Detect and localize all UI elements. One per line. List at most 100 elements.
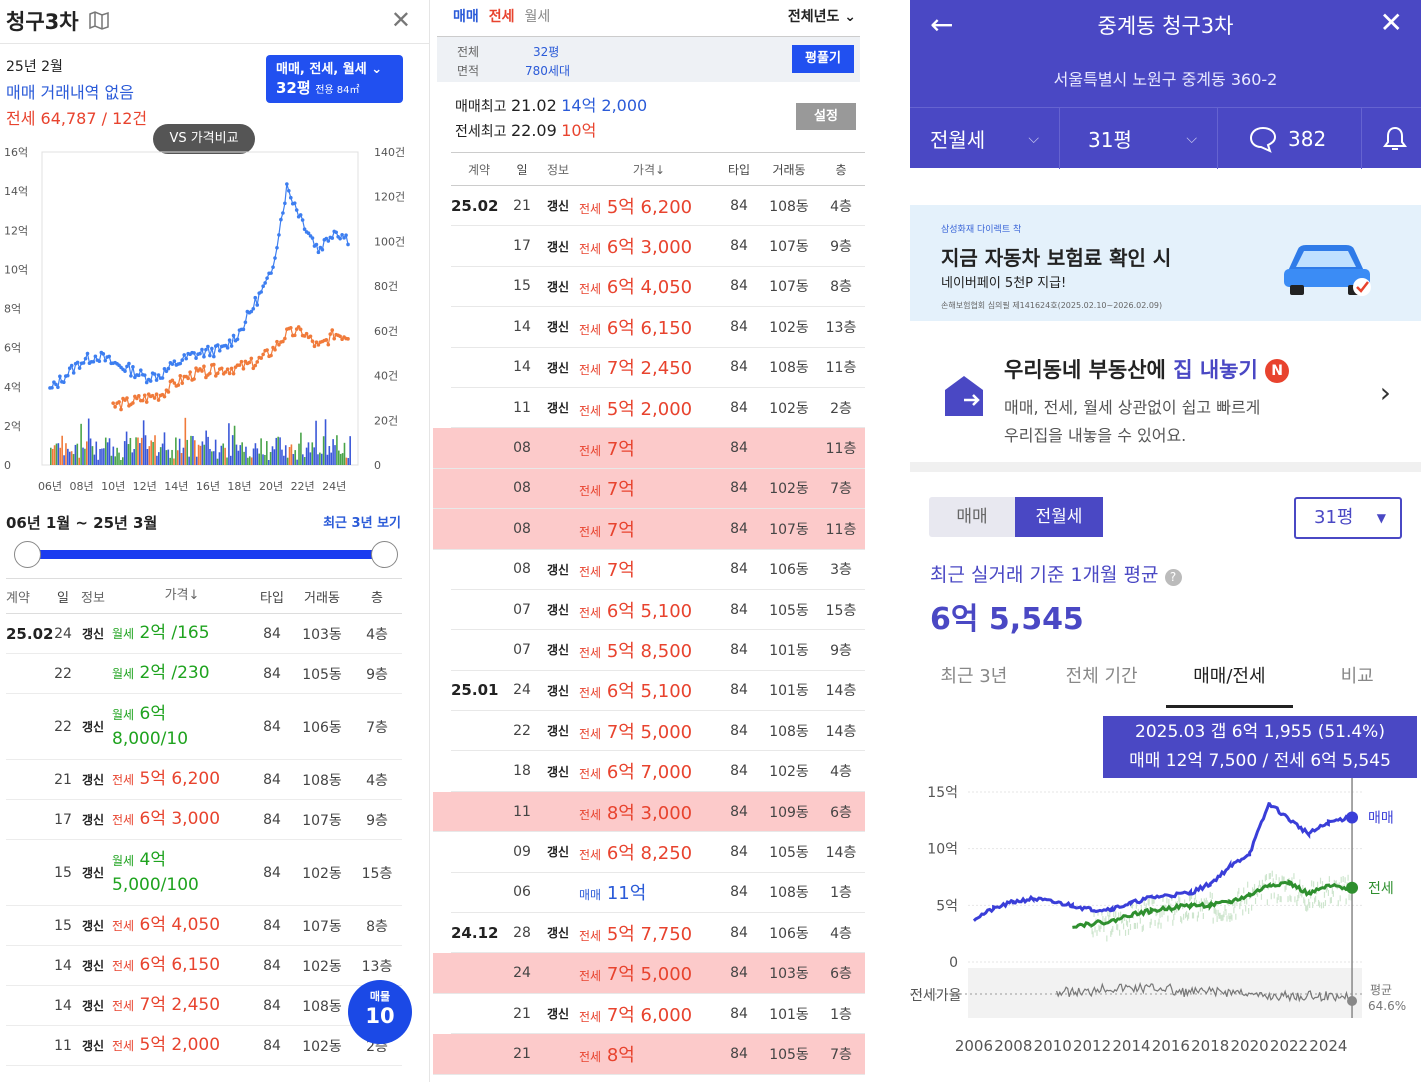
table-row[interactable]: 08 전세 7억 84 102동 7층 (433, 468, 865, 510)
volume-bar (307, 442, 310, 465)
price-value: 8억 (606, 1044, 635, 1066)
price-value: 6억 (139, 704, 166, 724)
cell-dong: 101동 (769, 683, 809, 700)
tab-sale-jeonse[interactable]: 매매/전세 (1165, 650, 1294, 708)
tab-sale[interactable]: 매매 (453, 9, 479, 25)
back-arrow-icon[interactable]: ← (930, 8, 954, 41)
listings-badge[interactable]: 매물 10 (348, 980, 412, 1044)
table-row[interactable]: 08 갱신 전세 7억 84 106동 3층 (451, 550, 865, 590)
table-row[interactable]: 07 갱신 전세 5억 8,500 84 101동 9층 (451, 630, 865, 671)
size-dropdown[interactable]: 31평 ⌵ (1060, 108, 1218, 169)
header-floor: 층 (371, 590, 383, 606)
table-row[interactable]: 14 갱신 전세 6억 6,150 84 102동 13층 (451, 307, 865, 348)
price-tag: 전세 (579, 1009, 602, 1024)
header-contract[interactable]: 계약 (467, 162, 491, 177)
table-row[interactable]: 07 갱신 전세 6억 5,100 84 105동 15층 (451, 590, 865, 631)
table-row[interactable]: 17 갱신 전세 6억 3,000 84 107동 9층 (451, 226, 865, 267)
table-row[interactable]: 08 전세 7억 84 11층 (433, 428, 865, 469)
cell-price: 전세 5억 6,200 (112, 767, 252, 792)
total-label: 전체 (457, 45, 480, 59)
vs-compare-button[interactable]: VS 가격비교 (153, 124, 255, 154)
header-price[interactable]: 가격↓ (632, 162, 666, 177)
table-row[interactable]: 17 갱신 전세 6억 3,000 84 107동 9층 (6, 800, 402, 840)
cell-day: 15 (54, 917, 72, 934)
cell-type: 84 (730, 1005, 748, 1022)
tab-compare[interactable]: 비교 (1340, 666, 1374, 687)
price-tag: 전세 (579, 322, 602, 337)
recent-3y-link[interactable]: 최근 3년 보기 (323, 516, 401, 531)
table-row[interactable]: 25.02 21 갱신 전세 5억 6,200 84 108동 4층 (451, 186, 865, 227)
close-icon[interactable]: ✕ (1379, 6, 1403, 39)
table-row[interactable]: 21 갱신 전세 5억 6,200 84 108동 4층 (6, 760, 402, 800)
list-my-home-banner[interactable]: 우리동네 부동산에 집 내놓기 N 매매, 전세, 월세 상관없이 쉽고 빠르게… (910, 336, 1421, 460)
help-icon[interactable]: ? (1164, 569, 1182, 586)
table-row[interactable]: 08 전세 7억 84 107동 11층 (433, 509, 865, 550)
table-row[interactable]: 25.01 24 갱신 전세 6억 5,100 84 101동 14층 (451, 671, 865, 712)
table-row[interactable]: 06 매매 11억 84 108동 1층 (451, 873, 865, 914)
settings-button[interactable]: 설정 (796, 103, 856, 130)
header-price[interactable]: 가격↓ (164, 588, 200, 603)
listing-desc: 매매, 전세, 월세 상관없이 쉽고 빠르게 우리집을 내놓을 수 있어요. (1004, 394, 1260, 450)
comments-button[interactable]: 382 (1218, 108, 1362, 169)
table-row[interactable]: 11 갱신 전세 5억 2,000 84 102동 2층 (451, 388, 865, 429)
date-range-slider[interactable] (14, 541, 398, 569)
deal-type-dropdown[interactable]: 전월세 ⌵ (910, 108, 1060, 169)
price-value: 6억 4,050 (606, 277, 693, 299)
bell-icon (1383, 126, 1407, 150)
cell-info: 갱신 (546, 360, 570, 375)
tab-jeonse[interactable]: 전세 (488, 9, 515, 25)
year-select[interactable]: 전체년도 ⌄ (787, 9, 856, 25)
table-row[interactable]: 21 갱신 전세 7억 6,000 84 101동 1층 (451, 994, 865, 1035)
table-row[interactable]: 11 갱신 전세 5억 2,000 84 102동 2층 (6, 1026, 402, 1066)
table-row[interactable]: 22 갱신 월세 6억 8,000/10 84 106동 7층 (6, 694, 402, 760)
table-row[interactable]: 22 월세 2억 /230 84 105동 9층 (6, 654, 402, 694)
slider-end-handle[interactable] (371, 541, 398, 568)
volume-bar (129, 437, 132, 465)
tab-all-period[interactable]: 전체 기간 (1065, 666, 1138, 687)
table-row[interactable]: 14 갱신 전세 6억 6,150 84 102동 13층 (6, 946, 402, 986)
volume-bar (89, 438, 92, 465)
x-tick-label: 10년 (101, 480, 125, 493)
map-icon[interactable] (88, 10, 110, 30)
cell-price: 전세 6억 7,000 (579, 758, 719, 784)
table-row[interactable]: 15 갱신 월세 4억 5,000/100 84 102동 15층 (6, 840, 402, 906)
table-row[interactable]: 15 갱신 전세 6억 4,050 84 107동 8층 (6, 906, 402, 946)
close-icon[interactable]: ✕ (390, 6, 411, 34)
toggle-sale[interactable]: 매매 (956, 507, 988, 527)
house-icon (945, 376, 983, 416)
price-value-2: 8,000/10 (112, 729, 189, 749)
avg-value: 6억 5,545 (930, 602, 1084, 637)
tab-recent-3y[interactable]: 최근 3년 (940, 666, 1008, 687)
insurance-ad-banner[interactable]: 삼성화재 다이렉트 착 지금 자동차 보험료 확인 시 네이버페이 5천P 지급… (910, 205, 1421, 321)
cell-day: 18 (513, 763, 531, 780)
table-row[interactable]: 22 갱신 전세 7억 5,000 84 108동 14층 (451, 711, 865, 752)
table-row[interactable]: 24.12 28 갱신 전세 5억 7,750 84 106동 4층 (451, 913, 865, 954)
slider-start-handle[interactable] (14, 541, 41, 568)
pyeong-expand-button[interactable]: 평풀기 (792, 45, 854, 73)
volume-bar (118, 452, 120, 465)
y-tick-label: 4억 (4, 381, 21, 394)
table-row[interactable]: 15 갱신 전세 6억 4,050 84 107동 8층 (451, 267, 865, 308)
table-row[interactable]: 21 전세 8억 84 105동 7층 (433, 1034, 865, 1075)
volume-bar (171, 449, 173, 465)
volume-bar (228, 423, 230, 465)
table-row[interactable]: 09 갱신 전세 6억 8,250 84 105동 14층 (451, 832, 865, 873)
table-row[interactable]: 11 전세 8억 3,000 84 109동 6층 (433, 791, 865, 833)
notification-button[interactable] (1362, 108, 1421, 169)
tab-monthly[interactable]: 월세 (524, 9, 551, 25)
table-row[interactable]: 24 전세 7억 5,000 84 103동 6층 (433, 953, 865, 994)
table-row[interactable]: 25.02 24 갱신 월세 2억 /165 84 103동 4층 (6, 614, 402, 654)
volume-bar (288, 447, 291, 465)
deal-type-filter-button[interactable]: 매매, 전세, 월세 ⌄ 32평 전용 84㎡ (266, 55, 403, 103)
volume-bar (241, 442, 243, 465)
volume-bar (220, 445, 223, 465)
chevron-right-icon: › (1379, 376, 1391, 409)
tooltip-prices: 매매 12억 7,500 / 전세 6억 5,545 (1129, 751, 1391, 771)
header-contract[interactable]: 계약 (6, 590, 30, 606)
size-select[interactable]: 31평 ▼ (1294, 497, 1402, 539)
toggle-rent[interactable]: 전월세 (1015, 497, 1103, 537)
cell-day: 08 (513, 520, 531, 537)
table-row[interactable]: 18 갱신 전세 6억 7,000 84 102동 4층 (451, 751, 865, 792)
